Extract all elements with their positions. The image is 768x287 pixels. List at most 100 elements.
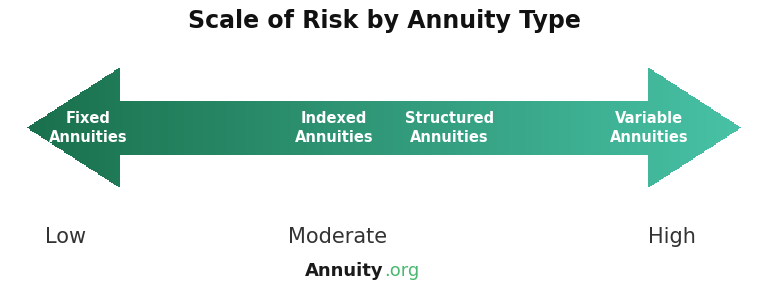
Bar: [709, 107, 710, 148]
Bar: [452, 100, 454, 155]
Bar: [325, 100, 327, 155]
Bar: [259, 100, 261, 155]
Bar: [184, 100, 186, 155]
Bar: [379, 100, 380, 155]
Bar: [389, 100, 391, 155]
Text: .org: .org: [384, 262, 419, 280]
Bar: [179, 100, 180, 155]
Bar: [475, 100, 477, 155]
Bar: [248, 100, 250, 155]
Bar: [205, 100, 207, 155]
Bar: [264, 100, 266, 155]
Bar: [461, 100, 462, 155]
Bar: [66, 102, 68, 154]
Bar: [423, 100, 425, 155]
Bar: [84, 90, 86, 165]
Bar: [391, 100, 393, 155]
Bar: [548, 100, 550, 155]
Bar: [240, 100, 241, 155]
Bar: [528, 100, 531, 155]
Bar: [306, 100, 307, 155]
Bar: [230, 100, 232, 155]
Bar: [32, 124, 34, 132]
Bar: [561, 100, 562, 155]
Bar: [509, 100, 511, 155]
Bar: [143, 100, 144, 155]
Bar: [368, 100, 369, 155]
Bar: [718, 113, 720, 142]
Bar: [593, 100, 594, 155]
Bar: [159, 100, 161, 155]
Bar: [338, 100, 339, 155]
Bar: [275, 100, 276, 155]
Bar: [422, 100, 423, 155]
Bar: [329, 100, 330, 155]
Bar: [61, 105, 62, 150]
Bar: [568, 100, 570, 155]
Bar: [377, 100, 379, 155]
Bar: [339, 100, 341, 155]
Bar: [272, 100, 273, 155]
Bar: [674, 84, 675, 171]
Bar: [187, 100, 190, 155]
Bar: [266, 100, 268, 155]
Bar: [671, 83, 674, 172]
Bar: [382, 100, 384, 155]
Bar: [695, 98, 697, 157]
Bar: [273, 100, 275, 155]
Bar: [93, 84, 94, 171]
Bar: [472, 100, 473, 155]
Bar: [357, 100, 359, 155]
Bar: [541, 100, 543, 155]
Bar: [97, 82, 98, 174]
Bar: [652, 70, 654, 185]
Bar: [639, 100, 641, 155]
Bar: [163, 100, 164, 155]
Bar: [214, 100, 216, 155]
Bar: [34, 123, 36, 133]
Bar: [675, 86, 677, 170]
Bar: [520, 100, 521, 155]
Bar: [104, 77, 105, 178]
Bar: [27, 127, 28, 128]
Bar: [562, 100, 564, 155]
Bar: [624, 100, 625, 155]
Bar: [581, 100, 582, 155]
Bar: [716, 112, 718, 144]
Bar: [507, 100, 509, 155]
Bar: [663, 77, 664, 178]
Bar: [531, 100, 532, 155]
Bar: [613, 100, 614, 155]
Bar: [539, 100, 541, 155]
Bar: [543, 100, 545, 155]
Bar: [492, 100, 493, 155]
Bar: [200, 100, 202, 155]
Bar: [323, 100, 325, 155]
Bar: [380, 100, 382, 155]
Bar: [134, 100, 136, 155]
Bar: [47, 115, 48, 141]
Text: Annuity: Annuity: [306, 262, 384, 280]
Bar: [362, 100, 364, 155]
Bar: [582, 100, 584, 155]
Bar: [634, 100, 636, 155]
Bar: [677, 87, 679, 169]
Bar: [48, 113, 50, 142]
Bar: [375, 100, 377, 155]
Bar: [725, 118, 727, 137]
Bar: [302, 100, 303, 155]
Bar: [361, 100, 362, 155]
Bar: [309, 100, 311, 155]
Bar: [594, 100, 597, 155]
Bar: [125, 100, 127, 155]
Bar: [319, 100, 322, 155]
Text: Fixed
Annuities: Fixed Annuities: [49, 110, 127, 145]
Bar: [443, 100, 445, 155]
Bar: [345, 100, 346, 155]
Bar: [245, 100, 247, 155]
Bar: [193, 100, 195, 155]
Bar: [300, 100, 302, 155]
Bar: [148, 100, 150, 155]
Bar: [481, 100, 482, 155]
Bar: [660, 76, 663, 179]
